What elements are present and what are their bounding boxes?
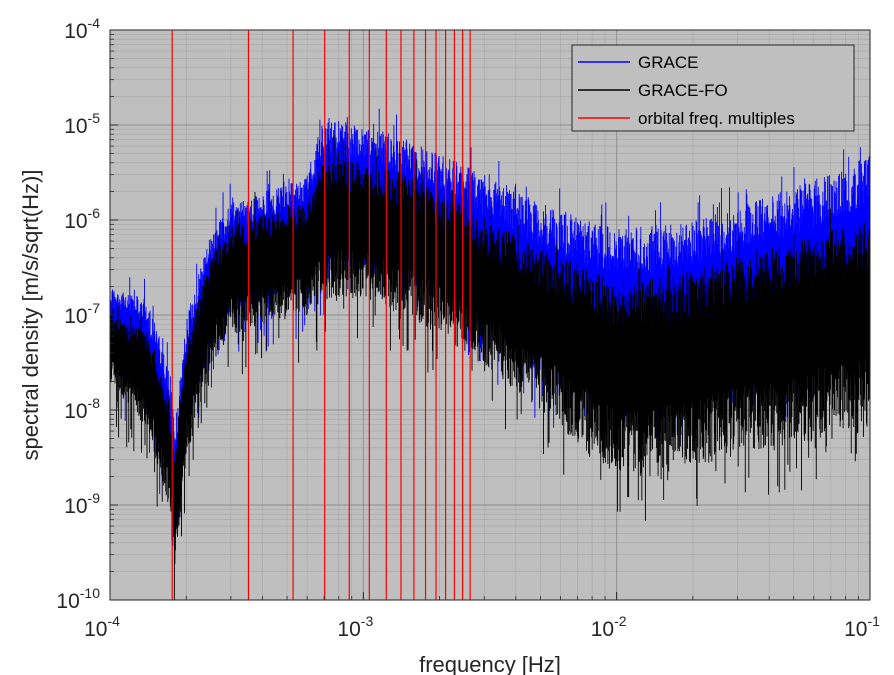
y-tick-label: 10-5 xyxy=(64,110,100,138)
y-tick-label: 10-10 xyxy=(56,585,100,613)
legend-box xyxy=(571,44,855,132)
x-tick-label: 10-1 xyxy=(844,613,880,641)
legend-label-orbital: orbital freq. multiples xyxy=(638,109,795,128)
y-tick-label: 10-6 xyxy=(64,205,100,233)
y-tick-label: 10-4 xyxy=(64,15,100,43)
tick-marks xyxy=(109,29,871,601)
y-tick-label: 10-9 xyxy=(64,490,100,518)
orbital-lines xyxy=(171,30,471,600)
legend: GRACE GRACE-FO orbital freq. multiples xyxy=(571,44,855,132)
x-tick-labels: 10-4 10-3 10-2 10-1 xyxy=(84,613,880,641)
y-tick-labels: 10-10 10-9 10-8 10-7 10-6 10-5 10-4 xyxy=(56,15,100,613)
legend-label-grace: GRACE xyxy=(638,53,698,72)
series-layer xyxy=(109,108,871,600)
x-tick-label: 10-4 xyxy=(84,613,120,641)
legend-label-grace-fo: GRACE-FO xyxy=(638,81,728,100)
y-tick-label: 10-7 xyxy=(64,300,100,328)
y-axis-label: spectral density [m/s/sqrt(Hz)] xyxy=(18,170,43,461)
x-tick-label: 10-2 xyxy=(591,613,627,641)
y-tick-label: 10-8 xyxy=(64,395,100,423)
x-axis-label: frequency [Hz] xyxy=(419,652,561,675)
x-tick-label: 10-3 xyxy=(337,613,373,641)
